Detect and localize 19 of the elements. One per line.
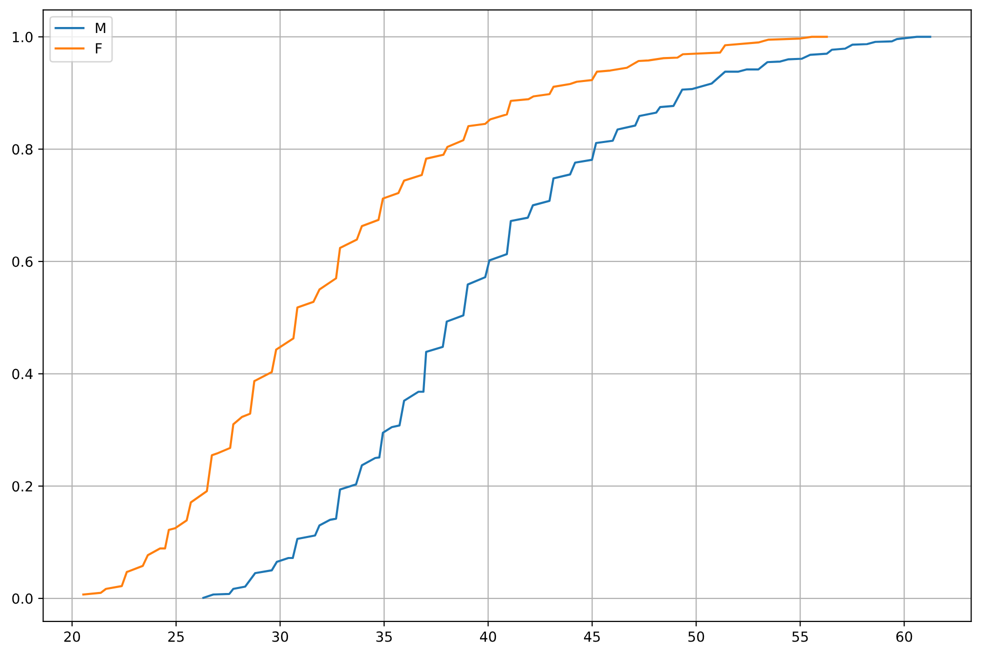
- x-tick-label: 40: [480, 631, 496, 642]
- x-tick-label: 20: [64, 631, 80, 642]
- x-tick-label: 35: [376, 631, 392, 642]
- y-tick-label: 0.2: [12, 481, 32, 492]
- legend-label: F: [96, 43, 102, 54]
- legend-label: M: [96, 22, 106, 33]
- x-tick-label: 25: [168, 631, 184, 642]
- x-tick-label: 30: [272, 631, 288, 642]
- line-series: [202, 36, 932, 599]
- x-tick-label: 60: [896, 631, 912, 642]
- y-tick-label: 0.8: [12, 144, 32, 155]
- x-tick-label: 50: [688, 631, 704, 642]
- line-series: [82, 36, 828, 596]
- y-tick-label: 1.0: [12, 32, 33, 42]
- y-tick-label: 0.6: [12, 256, 33, 267]
- x-tick-label: 45: [584, 632, 600, 642]
- x-tick-label: 55: [792, 632, 808, 642]
- y-tick-label: 0.4: [12, 368, 33, 380]
- y-tick-label: 0.0: [12, 593, 33, 604]
